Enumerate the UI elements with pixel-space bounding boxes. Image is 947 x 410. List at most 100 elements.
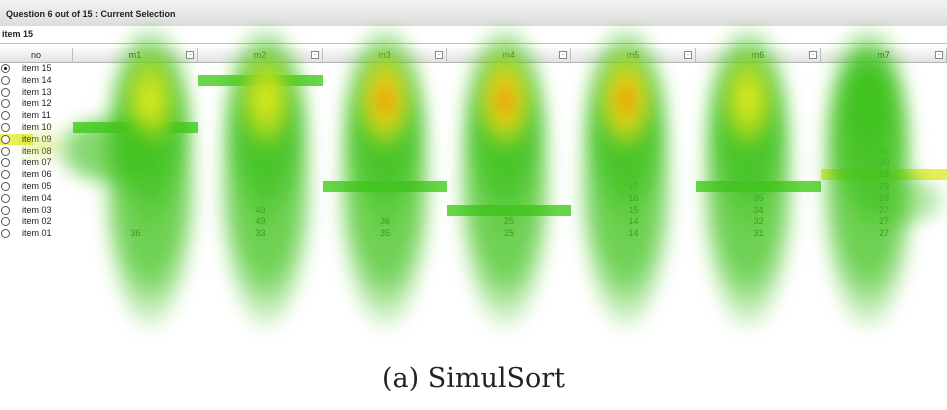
row-radio-button[interactable] [1, 170, 10, 180]
sort-button-icon[interactable]: - [311, 51, 319, 59]
column-header-no[interactable]: no [0, 48, 73, 62]
row-radio-button[interactable] [1, 182, 10, 191]
row-radio-button[interactable] [1, 64, 10, 73]
cell-m2 [198, 122, 323, 133]
cell-m2 [198, 63, 323, 74]
cell-m1 [73, 205, 198, 216]
cell-m5 [571, 63, 696, 74]
sort-button-icon[interactable]: - [435, 51, 443, 59]
cell-m4 [447, 157, 571, 168]
cell-m1 [73, 181, 198, 192]
cell-m7 [821, 134, 947, 145]
cell-m4 [447, 181, 571, 192]
current-selection-field: item 15 [0, 26, 947, 44]
column-header-label: no [30, 50, 41, 60]
column-header-m2[interactable]: m2 - [198, 48, 323, 62]
column-header-m6[interactable]: m6 - [696, 48, 821, 62]
cell-m1 [73, 75, 198, 86]
row-label: item 08 [22, 145, 52, 156]
row-radio-button[interactable] [1, 193, 10, 203]
table-row[interactable]: item 12 [0, 98, 947, 109]
column-header-label: m2 [253, 50, 267, 60]
table-row[interactable]: item 05 17 29 [0, 181, 947, 192]
cell-m6 [696, 98, 821, 109]
cell-m2 [198, 98, 323, 109]
cell-m7: 27 [878, 204, 889, 215]
cell-m4 [447, 169, 571, 180]
cell-m4 [447, 87, 571, 98]
table-row[interactable]: item 10 [0, 122, 947, 133]
column-header-m5[interactable]: m5 - [571, 48, 696, 62]
cell-m7: 29 [878, 169, 889, 180]
table-row[interactable]: item 06 29 [0, 169, 947, 180]
cell-m5 [571, 98, 696, 109]
cell-m3 [323, 193, 447, 204]
column-header-label: m4 [502, 50, 515, 60]
cell-m4 [447, 110, 571, 121]
table-row[interactable]: item 14 [0, 75, 947, 86]
table-row[interactable]: item 07 30 [0, 157, 947, 168]
table-row[interactable]: item 04 16 35 29 [0, 193, 947, 204]
cell-m3 [323, 146, 447, 157]
column-header-label: m7 [877, 50, 890, 60]
table-row[interactable]: item 13 [0, 87, 947, 98]
table-row[interactable]: item 08 31 [0, 146, 947, 157]
cell-m3: 35 [379, 228, 390, 239]
row-radio-button[interactable] [1, 205, 10, 215]
sort-button-icon[interactable]: - [684, 51, 692, 59]
cell-m7: 29 [878, 181, 889, 191]
row-label: item 03 [22, 204, 52, 215]
column-header-m4[interactable]: m4 - [447, 48, 571, 62]
table-row[interactable]: item 02 49 36 25 14 32 27 [0, 216, 947, 227]
row-radio-button[interactable] [1, 146, 10, 156]
cell-m2 [198, 146, 323, 157]
row-label: item 07 [22, 157, 52, 168]
row-radio-button[interactable] [1, 111, 10, 121]
table-row[interactable]: item 11 [0, 110, 947, 121]
row-label: item 12 [22, 98, 52, 109]
cell-m4 [447, 75, 571, 86]
row-radio-button[interactable] [1, 87, 10, 97]
cell-m7 [821, 98, 947, 109]
column-header-m3[interactable]: m3 - [323, 48, 447, 62]
row-label: item 11 [22, 110, 51, 121]
row-radio-button[interactable] [1, 158, 10, 168]
cell-m3 [323, 134, 447, 145]
cell-m4 [447, 146, 571, 157]
table-row[interactable]: item 01 36 33 35 25 14 31 27 [0, 228, 947, 239]
row-radio-button[interactable] [1, 75, 10, 85]
sort-button-icon[interactable]: - [809, 51, 817, 59]
current-selection-value: item 15 [2, 29, 34, 39]
cell-m7 [821, 63, 947, 74]
row-radio-button[interactable] [1, 217, 10, 227]
cell-m5: 16 [628, 192, 639, 203]
table-row[interactable]: item 15 [0, 63, 947, 74]
cell-m6: 35 [753, 192, 764, 203]
cell-m2: 49 [255, 216, 266, 227]
cell-m5 [571, 146, 696, 157]
sort-button-icon[interactable]: - [186, 51, 194, 59]
sort-button-icon[interactable]: - [559, 51, 567, 59]
row-radio-button[interactable] [1, 123, 10, 132]
row-radio-button[interactable] [1, 229, 10, 239]
cell-m3 [323, 110, 447, 121]
cell-m2 [198, 110, 323, 121]
column-header-m1[interactable]: m1 - [73, 48, 198, 62]
figure-caption: (a) SimulSort [381, 363, 565, 394]
cell-m5: 14 [628, 216, 639, 227]
cell-m3 [323, 122, 447, 133]
sort-button-icon[interactable]: - [935, 51, 943, 59]
cell-m6 [696, 63, 821, 74]
cell-m6 [696, 122, 821, 133]
table-row[interactable]: item 03 49 15 34 27 [0, 205, 947, 216]
row-label: item 13 [22, 86, 52, 97]
row-radio-button[interactable] [1, 99, 10, 109]
cell-m5 [571, 75, 696, 86]
cell-m6 [696, 181, 821, 192]
cell-m7: 29 [878, 192, 889, 203]
table-row[interactable]: item 09 [0, 134, 947, 145]
column-header-m7[interactable]: m7 - [821, 48, 947, 62]
row-radio-button[interactable] [1, 134, 10, 144]
question-title: Question 6 out of 15 : Current Selection [6, 9, 176, 19]
cell-m7: 31 [878, 145, 889, 156]
